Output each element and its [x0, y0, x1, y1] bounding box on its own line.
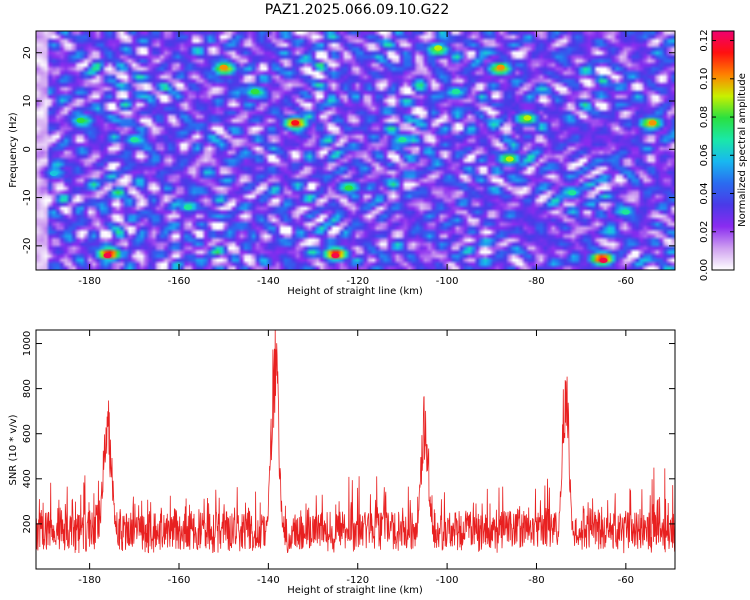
heatmap-hotspot [568, 190, 577, 196]
heatmap-hotspot [621, 209, 630, 215]
heatmap-image [36, 31, 675, 270]
colorbar-tick-label: 0.08 [699, 106, 710, 128]
heatmap-hotspot [76, 117, 85, 123]
x-tick-label: -180 [78, 575, 101, 586]
heatmap-hotspot [344, 185, 353, 191]
snr-panel: -180 -160 -140 -120 -100 -80 -60 200 400 600 800 1… [8, 329, 676, 596]
colorbar-tick-label: 0.10 [699, 68, 710, 90]
x-tick-label: -160 [168, 575, 191, 586]
x-tick-label: -140 [257, 276, 280, 287]
colorbar-ticks: 0.00 0.02 0.04 0.06 0.08 0.10 0.12 [699, 29, 734, 281]
x-tick-label: -80 [528, 276, 544, 287]
heatmap-hotspot [103, 252, 112, 259]
heatmap-hotspot [49, 170, 58, 177]
x-tick-label: -60 [618, 575, 634, 586]
snr-x-ticks: -180 -160 -140 -120 -100 -80 -60 [78, 330, 634, 586]
x-tick-label: -120 [346, 575, 369, 586]
heatmap-hotspot [291, 120, 300, 126]
y-tick-label: 200 [22, 514, 33, 533]
colorbar-tick-label: 0.04 [699, 182, 710, 204]
y-tick-label: 10 [22, 95, 33, 108]
heatmap-frame [35, 30, 676, 271]
colorbar-bar [711, 30, 735, 271]
colorbar-tick-label: 0.06 [699, 144, 710, 166]
colorbar-tick-label: 0.02 [699, 221, 710, 243]
heatmap-hotspot [648, 120, 657, 126]
heatmap-x-ticks: -180 -160 -140 -120 -100 -80 -60 [78, 31, 634, 287]
x-tick-label: -120 [346, 276, 369, 287]
y-tick-label: 600 [22, 424, 33, 443]
figure-title: PAZ1.2025.066.09.10.G22 [265, 2, 450, 18]
x-tick-label: -100 [436, 575, 459, 586]
x-tick-label: -100 [436, 276, 459, 287]
snr-series-line [36, 330, 675, 554]
heatmap-hotspots [49, 45, 657, 263]
heatmap-hotspot [505, 156, 514, 162]
heatmap-x-label: Height of straight line (km) [287, 286, 423, 297]
x-tick-label: -80 [528, 575, 544, 586]
y-tick-label: -10 [22, 189, 33, 205]
x-tick-label: -180 [78, 276, 101, 287]
heatmap-hotspot [331, 252, 340, 259]
heatmap-hotspot [452, 88, 461, 94]
y-tick-label: 1000 [22, 331, 33, 356]
colorbar-tick-label: 0.00 [699, 259, 710, 281]
heatmap-hotspot [130, 137, 139, 143]
colorbar-tick-label: 0.12 [699, 29, 710, 51]
colorbar: 0.00 0.02 0.04 0.06 0.08 0.10 0.12 Normalized … [699, 29, 748, 281]
heatmap-hotspot [250, 88, 259, 94]
heatmap-y-label: Frequency (Hz) [8, 112, 19, 188]
y-tick-label: 20 [22, 46, 33, 59]
x-tick-label: -60 [618, 276, 634, 287]
colorbar-label: Normalized spectral amplitude [737, 73, 748, 227]
y-tick-label: 400 [22, 469, 33, 488]
heatmap-hotspot [398, 137, 407, 143]
heatmap-hotspot [496, 64, 505, 70]
snr-y-ticks: 200 400 600 800 1000 [22, 331, 675, 533]
heatmap-hotspot [219, 64, 228, 70]
heatmap-hotspot [599, 257, 608, 263]
snr-frame [35, 329, 676, 570]
heatmap-hotspot [523, 115, 532, 121]
heatmap-y-ticks: -20 -10 0 10 20 [22, 46, 675, 254]
y-tick-label: -20 [22, 238, 33, 254]
heatmap-hotspot [434, 45, 443, 51]
x-tick-label: -140 [257, 575, 280, 586]
y-tick-label: 800 [22, 379, 33, 398]
snr-x-label: Height of straight line (km) [287, 585, 423, 596]
y-tick-label: 0 [22, 146, 33, 152]
heatmap-hotspot [183, 204, 192, 210]
snr-y-label: SNR (10 * v/v) [8, 414, 19, 485]
x-tick-label: -160 [168, 276, 191, 287]
